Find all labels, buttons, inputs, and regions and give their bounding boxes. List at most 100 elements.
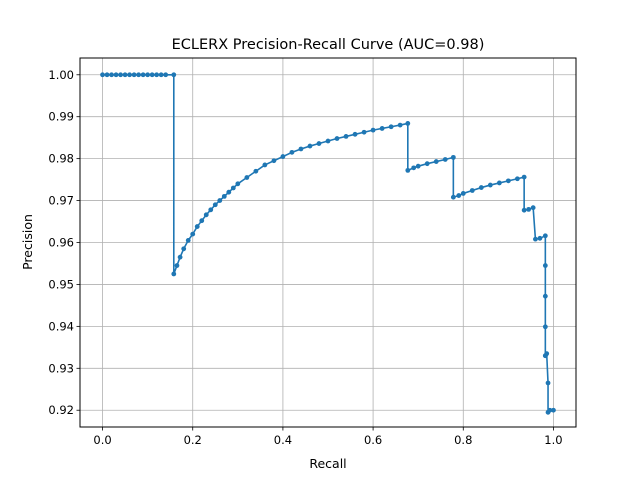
data-point — [505, 178, 511, 184]
data-point — [203, 212, 209, 218]
data-point — [253, 168, 259, 174]
data-point — [496, 180, 502, 186]
data-point — [316, 141, 322, 146]
data-point — [450, 194, 456, 200]
y-axis-label: Precision — [20, 214, 35, 270]
data-point — [514, 176, 520, 182]
data-point — [163, 72, 169, 78]
data-point — [487, 182, 493, 188]
data-point — [544, 351, 550, 357]
data-point — [551, 407, 556, 413]
data-point — [542, 324, 548, 330]
data-point — [100, 72, 105, 78]
data-point — [521, 174, 527, 180]
data-point — [212, 202, 218, 208]
data-point — [158, 72, 164, 78]
data-point — [113, 72, 119, 78]
x-tick-label: 0.8 — [454, 433, 472, 447]
x-tick-label: 0.6 — [364, 433, 382, 447]
data-point — [190, 231, 196, 237]
data-point — [405, 167, 411, 173]
y-tick-label: 0.93 — [48, 361, 74, 375]
data-point — [149, 72, 155, 78]
data-point — [334, 136, 340, 141]
data-point — [411, 165, 417, 171]
data-point — [140, 72, 146, 78]
data-point — [469, 188, 475, 193]
data-point — [361, 129, 367, 135]
data-point — [379, 126, 385, 131]
y-tick-label: 1.00 — [48, 68, 74, 82]
data-point — [109, 72, 114, 78]
data-point — [226, 189, 232, 195]
data-point — [433, 159, 439, 164]
data-point — [230, 185, 236, 191]
data-point — [194, 224, 200, 229]
data-point — [145, 72, 151, 78]
x-axis-label: Recall — [309, 456, 346, 471]
y-tick-label: 0.92 — [48, 403, 74, 417]
data-point — [199, 218, 205, 224]
data-point — [104, 72, 110, 78]
y-tick-label: 0.96 — [48, 236, 74, 250]
data-point — [127, 72, 132, 78]
data-point — [136, 72, 142, 78]
data-point — [174, 263, 180, 268]
chart-title: ECLERX Precision-Recall Curve (AUC=0.98) — [172, 37, 485, 53]
data-point — [177, 254, 183, 260]
data-point — [343, 134, 349, 139]
data-point — [118, 72, 123, 78]
data-point — [545, 380, 551, 386]
grid — [80, 58, 576, 427]
data-point — [122, 72, 128, 78]
data-point — [352, 131, 358, 137]
data-point — [181, 246, 187, 252]
data-point — [370, 127, 376, 133]
data-point — [217, 198, 223, 203]
data-point — [415, 163, 421, 169]
data-point — [307, 143, 313, 149]
data-point — [456, 193, 462, 198]
data-point — [289, 149, 295, 155]
data-point — [442, 157, 448, 162]
data-point — [154, 72, 160, 78]
data-point — [542, 233, 548, 239]
data-series — [100, 72, 556, 415]
data-point — [542, 293, 548, 299]
data-point — [542, 263, 548, 268]
y-axis-ticks: 0.92 0.93 0.94 0.95 0.96 0.97 0.98 0.99 1.00 — [48, 68, 80, 417]
y-tick-label: 0.95 — [48, 277, 74, 291]
data-point — [533, 236, 538, 242]
data-point — [325, 138, 331, 144]
data-point — [537, 235, 543, 241]
data-point — [244, 175, 250, 180]
data-point — [171, 271, 177, 277]
data-point — [397, 122, 403, 128]
y-tick-label: 0.99 — [48, 110, 74, 124]
data-point — [208, 207, 214, 213]
data-point — [405, 121, 411, 126]
data-point — [131, 72, 137, 78]
data-point — [424, 161, 430, 167]
data-point — [460, 191, 466, 196]
y-tick-label: 0.94 — [48, 319, 74, 333]
x-axis-ticks: 0.0 0.2 0.4 0.6 0.8 1.0 — [93, 427, 563, 447]
data-point — [271, 158, 277, 164]
data-point — [388, 124, 394, 130]
y-tick-label: 0.97 — [48, 194, 74, 208]
data-point — [547, 407, 553, 413]
data-point — [185, 238, 191, 243]
data-point — [526, 206, 532, 212]
data-point — [521, 207, 527, 213]
data-point — [478, 185, 484, 190]
data-point — [530, 205, 536, 211]
y-tick-label: 0.98 — [48, 152, 74, 166]
data-point — [235, 181, 241, 187]
data-point — [450, 154, 456, 160]
x-tick-label: 1.0 — [544, 433, 562, 447]
data-point — [171, 72, 177, 78]
x-tick-label: 0.4 — [274, 433, 292, 447]
data-point — [298, 146, 304, 152]
